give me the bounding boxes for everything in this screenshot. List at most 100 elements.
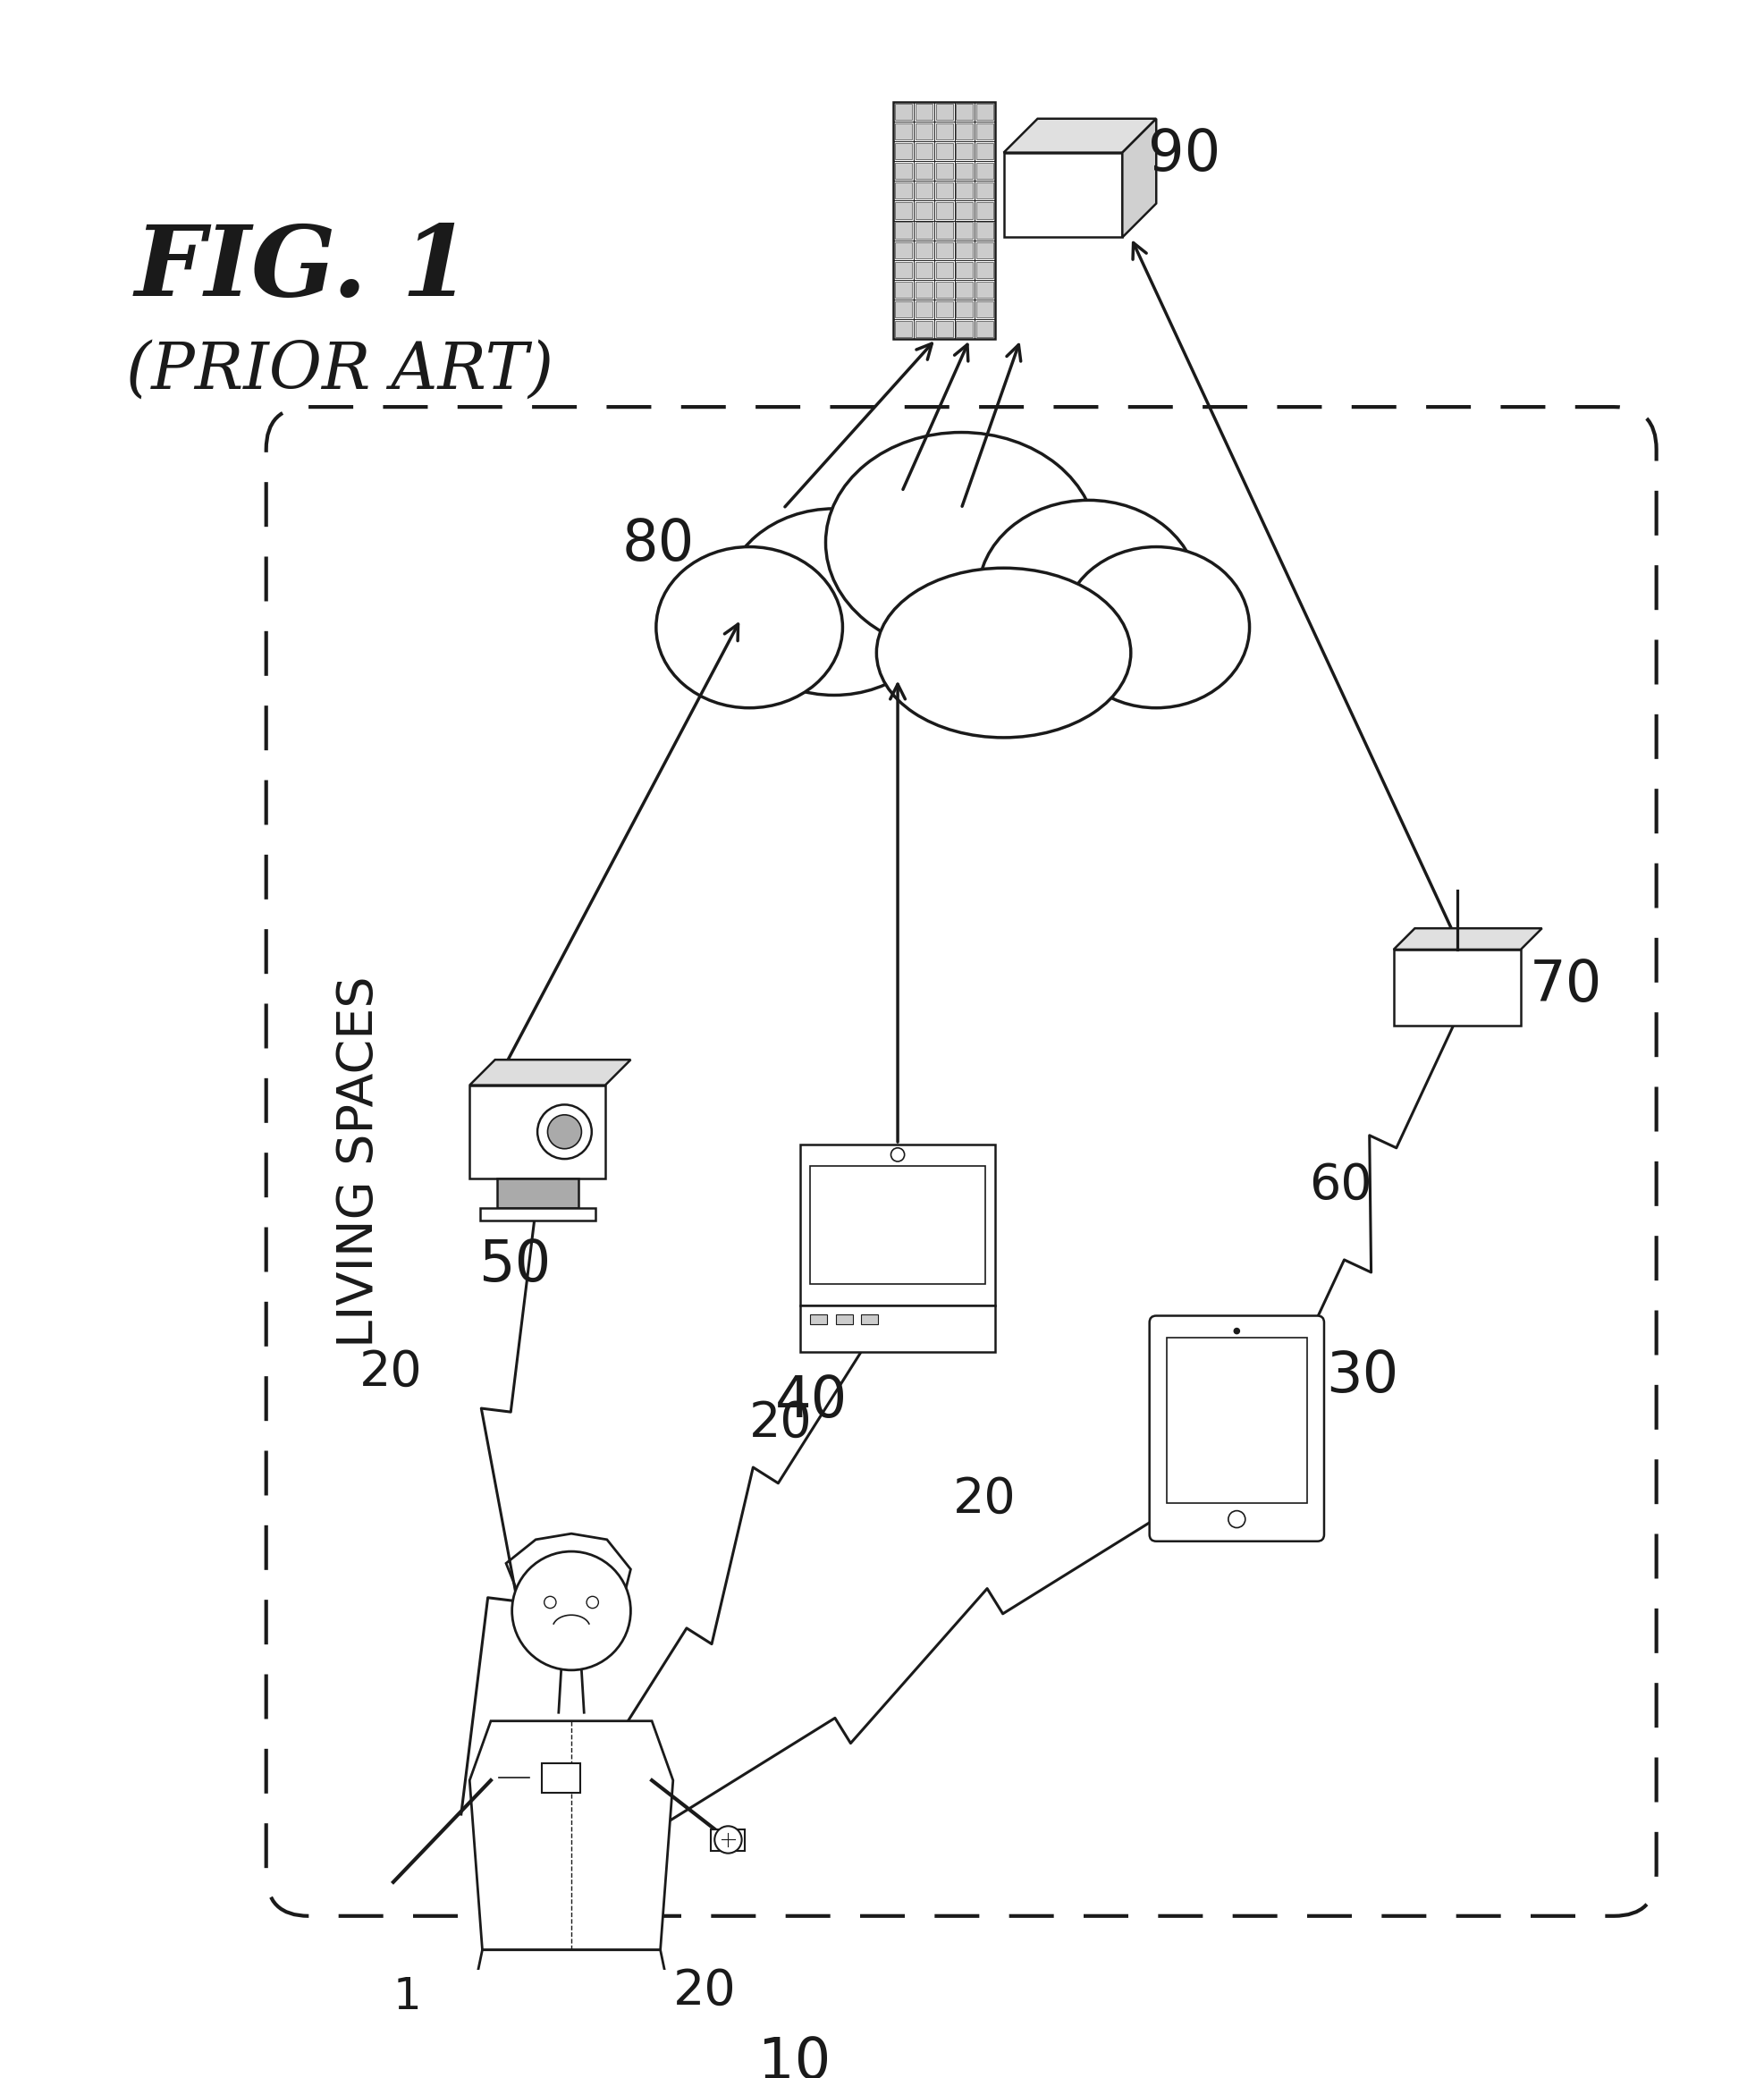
Bar (799, 1145, 995, 1305)
Bar (916, 262, 931, 278)
Bar (956, 143, 972, 160)
Bar (469, 1085, 605, 1178)
Bar (935, 143, 953, 160)
Circle shape (1233, 1328, 1240, 1334)
Ellipse shape (826, 432, 1097, 652)
Bar (916, 183, 931, 199)
Polygon shape (460, 1949, 681, 2051)
Bar (975, 104, 993, 121)
Ellipse shape (723, 509, 944, 696)
Bar (894, 241, 912, 258)
Bar (916, 123, 931, 139)
Bar (894, 202, 912, 218)
Polygon shape (1394, 929, 1542, 950)
Bar (956, 320, 972, 337)
Bar (956, 183, 972, 199)
Bar (935, 241, 953, 258)
Bar (956, 301, 972, 318)
Bar (894, 262, 912, 278)
Bar (975, 183, 993, 199)
Text: 20: 20 (672, 1968, 736, 2016)
Bar (975, 281, 993, 297)
Bar (916, 320, 931, 337)
Bar (894, 301, 912, 318)
Bar (711, 1829, 744, 1851)
Bar (956, 241, 972, 258)
Text: 1: 1 (393, 1976, 422, 2018)
Bar (799, 1305, 995, 1353)
Bar (956, 202, 972, 218)
Bar (935, 202, 953, 218)
Bar (975, 222, 993, 239)
Ellipse shape (1062, 547, 1249, 709)
Bar (542, 1764, 580, 1793)
Bar (975, 262, 993, 278)
Bar (810, 1313, 827, 1324)
Bar (894, 320, 912, 337)
Text: 20: 20 (953, 1475, 1016, 1523)
Polygon shape (506, 1534, 630, 1594)
Bar (836, 1313, 852, 1324)
Ellipse shape (877, 567, 1131, 738)
Circle shape (1228, 1511, 1245, 1527)
FancyBboxPatch shape (1148, 1315, 1323, 1542)
Text: LIVING SPACES: LIVING SPACES (335, 977, 383, 1347)
Bar (916, 222, 931, 239)
Bar (956, 123, 972, 139)
Bar (956, 262, 972, 278)
Bar (975, 202, 993, 218)
Text: 10: 10 (757, 2034, 831, 2078)
Bar (975, 123, 993, 139)
Bar (894, 162, 912, 179)
Bar (894, 222, 912, 239)
Text: 60: 60 (1309, 1162, 1371, 1209)
Bar (496, 1178, 579, 1207)
Text: 20: 20 (750, 1398, 811, 1446)
Bar (935, 320, 953, 337)
Bar (956, 104, 972, 121)
Bar (956, 162, 972, 179)
Text: 80: 80 (623, 517, 695, 574)
Polygon shape (1004, 118, 1155, 152)
Ellipse shape (977, 501, 1198, 686)
Text: 90: 90 (1147, 127, 1219, 183)
Bar (935, 262, 953, 278)
Text: 40: 40 (774, 1374, 847, 1430)
Bar (935, 104, 953, 121)
Bar (916, 104, 931, 121)
Bar (935, 222, 953, 239)
Bar (975, 301, 993, 318)
Text: 20: 20 (360, 1349, 422, 1396)
Circle shape (512, 1552, 630, 1671)
Bar (916, 162, 931, 179)
Bar (916, 143, 931, 160)
Bar (975, 162, 993, 179)
Bar (916, 202, 931, 218)
Ellipse shape (656, 547, 841, 709)
Bar (893, 102, 995, 339)
Polygon shape (469, 1060, 630, 1085)
Bar (894, 123, 912, 139)
Circle shape (714, 1827, 741, 1854)
Circle shape (543, 1596, 556, 1608)
Bar (975, 241, 993, 258)
Circle shape (538, 1105, 591, 1160)
Bar (975, 320, 993, 337)
Circle shape (586, 1596, 598, 1608)
Bar (935, 281, 953, 297)
Bar (1004, 152, 1122, 237)
Circle shape (891, 1147, 903, 1162)
Bar (935, 183, 953, 199)
Bar (975, 143, 993, 160)
Bar (916, 301, 931, 318)
Text: 70: 70 (1528, 958, 1602, 1014)
Bar (810, 1166, 984, 1284)
Polygon shape (469, 1721, 672, 1949)
Bar (894, 104, 912, 121)
Bar (916, 241, 931, 258)
Bar (861, 1313, 878, 1324)
Bar (1166, 1338, 1307, 1502)
Bar (480, 1207, 594, 1220)
Text: 30: 30 (1325, 1349, 1397, 1403)
Text: (PRIOR ART): (PRIOR ART) (127, 339, 554, 403)
